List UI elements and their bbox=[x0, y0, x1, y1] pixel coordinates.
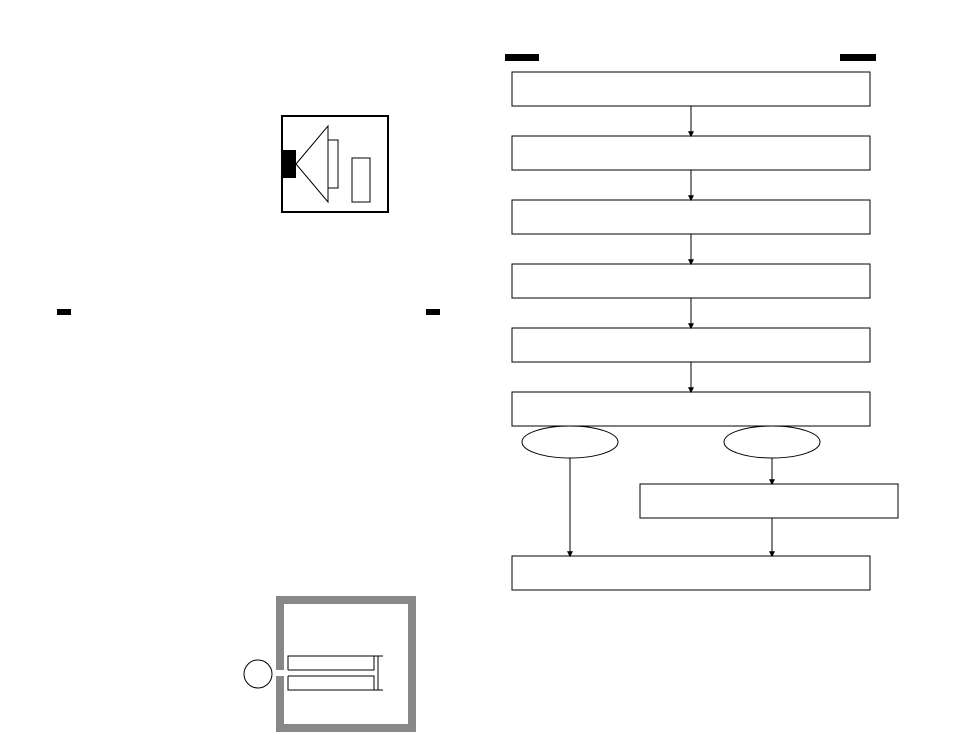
speaker-frame-plate bbox=[328, 140, 338, 188]
flow-box-b3 bbox=[512, 200, 870, 234]
page-canvas bbox=[0, 0, 954, 738]
flow-box-b5 bbox=[512, 328, 870, 362]
flow-box-b2 bbox=[512, 136, 870, 170]
flow-box-b7 bbox=[640, 484, 898, 518]
port-rect-0 bbox=[288, 656, 374, 670]
port-wall-gap bbox=[276, 670, 288, 676]
port-circle-icon bbox=[244, 660, 272, 688]
top-bar-left bbox=[505, 54, 539, 61]
mid-bar-left bbox=[57, 309, 71, 315]
speaker-magnet bbox=[282, 150, 296, 178]
flow-box-b6 bbox=[512, 392, 870, 426]
diagram-svg bbox=[0, 0, 954, 738]
port-rect-1 bbox=[288, 676, 374, 690]
flow-box-b8 bbox=[512, 556, 870, 590]
flow-box-b1 bbox=[512, 72, 870, 106]
top-bar-right bbox=[840, 54, 876, 61]
flow-box-b4 bbox=[512, 264, 870, 298]
mid-bar-right bbox=[426, 309, 440, 315]
speaker-port-rect bbox=[352, 158, 370, 202]
flow-ellipse-e1 bbox=[522, 426, 618, 458]
flow-ellipse-e2 bbox=[724, 426, 820, 458]
